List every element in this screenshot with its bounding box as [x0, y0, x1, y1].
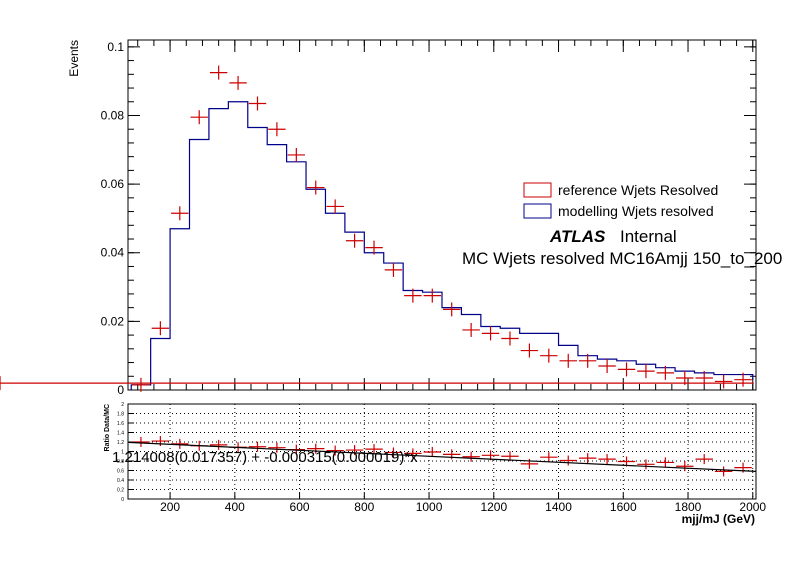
- ratio-point: [637, 459, 655, 470]
- ratio-point: [365, 444, 383, 455]
- ratio-point: [578, 453, 597, 464]
- x-tick-label: 1800: [675, 500, 702, 514]
- ratio-y-tick-label: 1.2: [117, 440, 124, 446]
- reference-point: [481, 326, 500, 341]
- ratio-point: [268, 442, 286, 453]
- ratio-point: [676, 461, 694, 472]
- ratio-point: [248, 441, 267, 452]
- ratio-y-tick-label: 1.4: [117, 431, 124, 437]
- ratio-point: [384, 447, 403, 458]
- ratio-y-tick-label: 2: [121, 402, 124, 408]
- reference-point: [190, 110, 208, 125]
- reference-point: [209, 65, 228, 80]
- reference-point: [714, 374, 733, 389]
- reference-point: [656, 365, 675, 380]
- reference-point: [598, 358, 616, 373]
- y-tick-label: 0.08: [101, 108, 125, 122]
- atlas-label: ATLAS: [549, 227, 606, 246]
- ratio-y-tick-label: 0.8: [117, 459, 124, 465]
- y-tick-label: 0: [117, 383, 124, 397]
- reference-point: [365, 240, 383, 255]
- ratio-y-tick-label: 1: [121, 450, 124, 456]
- reference-point: [229, 75, 247, 90]
- reference-point: [307, 180, 325, 195]
- ratio-y-tick-label: 1.6: [117, 421, 124, 427]
- reference-point: [0, 376, 754, 391]
- ratio-point: [209, 439, 228, 450]
- x-axis-title: mjj/mJ (GeV): [682, 512, 755, 526]
- x-tick-label: 1000: [416, 500, 443, 514]
- atlas-status-label: Internal: [620, 227, 677, 246]
- legend-label-reference: reference Wjets Resolved: [558, 182, 718, 198]
- reference-point: [345, 233, 364, 248]
- reference-point: [520, 343, 539, 358]
- reference-point: [540, 348, 558, 363]
- ratio-point: [171, 438, 189, 449]
- reference-point: [637, 364, 655, 379]
- ratio-y-tick-label: 0: [121, 497, 124, 503]
- fit-line: [127, 441, 757, 473]
- reference-point: [617, 362, 636, 377]
- ratio-y-tick-label: 0.6: [117, 469, 124, 475]
- reference-point: [404, 288, 422, 303]
- y-tick-label: 0.02: [101, 314, 125, 328]
- ratio-point: [598, 454, 616, 465]
- ratio-point: [326, 445, 344, 456]
- y-tick-label: 0.06: [101, 177, 125, 191]
- ratio-y-axis-title: Ratio Data/MC: [104, 404, 111, 451]
- ratio-point: [423, 446, 441, 457]
- ratio-point: [695, 454, 713, 465]
- fit-label: 1.214008(0.017357) + -0.000315(0.000019)…: [112, 449, 418, 466]
- ratio-point: [307, 443, 325, 454]
- legend-swatch-modelling: [523, 203, 552, 219]
- legend-label-modelling: modelling Wjets resolved: [558, 203, 714, 219]
- ratio-point: [559, 455, 577, 466]
- ratio-point: [714, 466, 733, 477]
- reference-point: [734, 372, 752, 387]
- ratio-point: [404, 448, 422, 459]
- legend: reference Wjets Resolved modelling Wjets…: [523, 182, 718, 219]
- reference-point: [287, 147, 306, 162]
- reference-point: [384, 262, 403, 277]
- reference-point: [559, 353, 577, 368]
- reference-point: [462, 322, 480, 337]
- reference-point: [443, 302, 461, 317]
- ratio-y-tick-label: 0.4: [117, 478, 124, 484]
- y-tick-label: 0.04: [101, 246, 125, 260]
- ratio-point: [656, 457, 675, 468]
- y-tick-label: 0.1: [107, 40, 124, 54]
- sample-label: MC Wjets resolved MC16Amjj 150_to_200: [462, 249, 782, 268]
- x-tick-label: 800: [354, 500, 374, 514]
- reference-point: [171, 206, 189, 221]
- main-frame: [127, 39, 757, 391]
- legend-swatch-reference: [523, 182, 552, 198]
- x-tick-label: 1600: [610, 500, 637, 514]
- x-tick-label: 2000: [739, 500, 766, 514]
- ratio-point: [132, 437, 150, 447]
- reference-point: [151, 321, 170, 336]
- reference-point: [578, 353, 597, 368]
- reference-point: [248, 96, 267, 111]
- ratio-y-tick-label: 1.8: [117, 412, 124, 418]
- ratio-point: [462, 451, 480, 462]
- ratio-point: [617, 456, 636, 467]
- x-tick-label: 400: [225, 500, 245, 514]
- reference-point: [132, 377, 150, 392]
- x-tick-label: 1400: [545, 500, 572, 514]
- reference-point: [326, 199, 344, 214]
- ratio-point: [540, 452, 558, 463]
- ratio-y-tick-label: 0.2: [117, 488, 124, 494]
- x-tick-label: 600: [290, 500, 310, 514]
- x-tick-label: 1200: [480, 500, 507, 514]
- x-tick-label: 200: [160, 500, 180, 514]
- y-axis-title: Events: [67, 40, 81, 77]
- reference-point: [423, 288, 441, 303]
- reference-point: [501, 331, 519, 346]
- reference-point: [268, 122, 286, 137]
